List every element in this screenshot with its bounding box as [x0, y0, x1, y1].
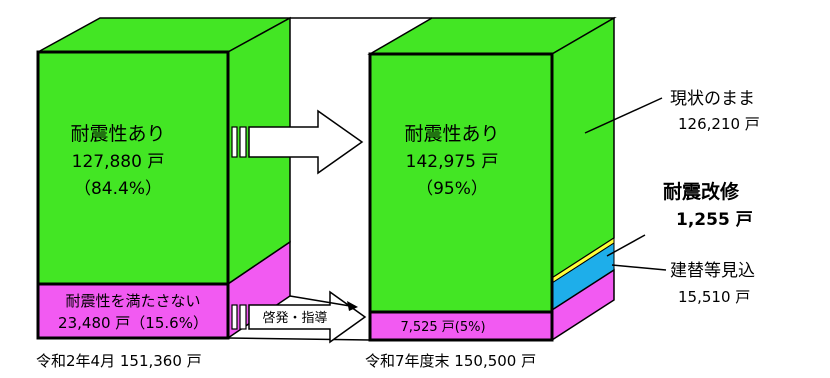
upper-arrow [231, 109, 364, 175]
lower-arrow-pointer-line [289, 295, 357, 308]
right-top-value: 142,975 戸 [406, 152, 499, 172]
connector-bottom-line [227, 337, 371, 341]
callout-current-value: 126,210 戸 [678, 115, 760, 133]
left-bar-segment-not-resistant [36, 282, 230, 340]
left-bottom-value: 23,480 戸（15.6%） [58, 314, 208, 332]
callout-rebuild-label: 建替等見込 [670, 261, 755, 281]
callout-line-retrofit [606, 234, 646, 257]
callout-line-current [584, 97, 663, 134]
callout-rebuild-value: 15,510 戸 [678, 288, 750, 306]
left-top-pct: （84.4%） [74, 179, 162, 199]
right-bottom-value: 7,525 戸(5%) [400, 320, 485, 335]
left-bar-caption: 令和2年4月 151,360 戸 [36, 352, 202, 370]
lower-arrow [231, 290, 367, 344]
left-top-value: 127,880 戸 [72, 152, 165, 172]
callout-line-rebuild [611, 264, 667, 271]
arrow-label: 啓発・指導 [262, 311, 327, 326]
callout-current-label: 現状のまま [670, 89, 755, 109]
left-bar-segment-resistant [36, 50, 230, 286]
right-bar-segment-not-resistant [368, 310, 554, 342]
right-top-label: 耐震性あり [404, 123, 499, 145]
right-bar-side-face-green [551, 16, 615, 280]
lower-arrow-pointer-head [347, 301, 358, 311]
left-top-label: 耐震性あり [70, 123, 165, 145]
upper-arrow-shape [248, 109, 364, 175]
callout-retrofit-label: 耐震改修 [663, 180, 740, 203]
right-top-pct: （95%） [416, 179, 488, 199]
right-bar-caption: 令和7年度末 150,500 戸 [365, 352, 536, 370]
left-bottom-label: 耐震性を満たさない [65, 292, 200, 310]
right-bar [367, 16, 617, 342]
callout-retrofit-value: 1,255 戸 [676, 210, 753, 230]
left-bar [36, 16, 291, 340]
